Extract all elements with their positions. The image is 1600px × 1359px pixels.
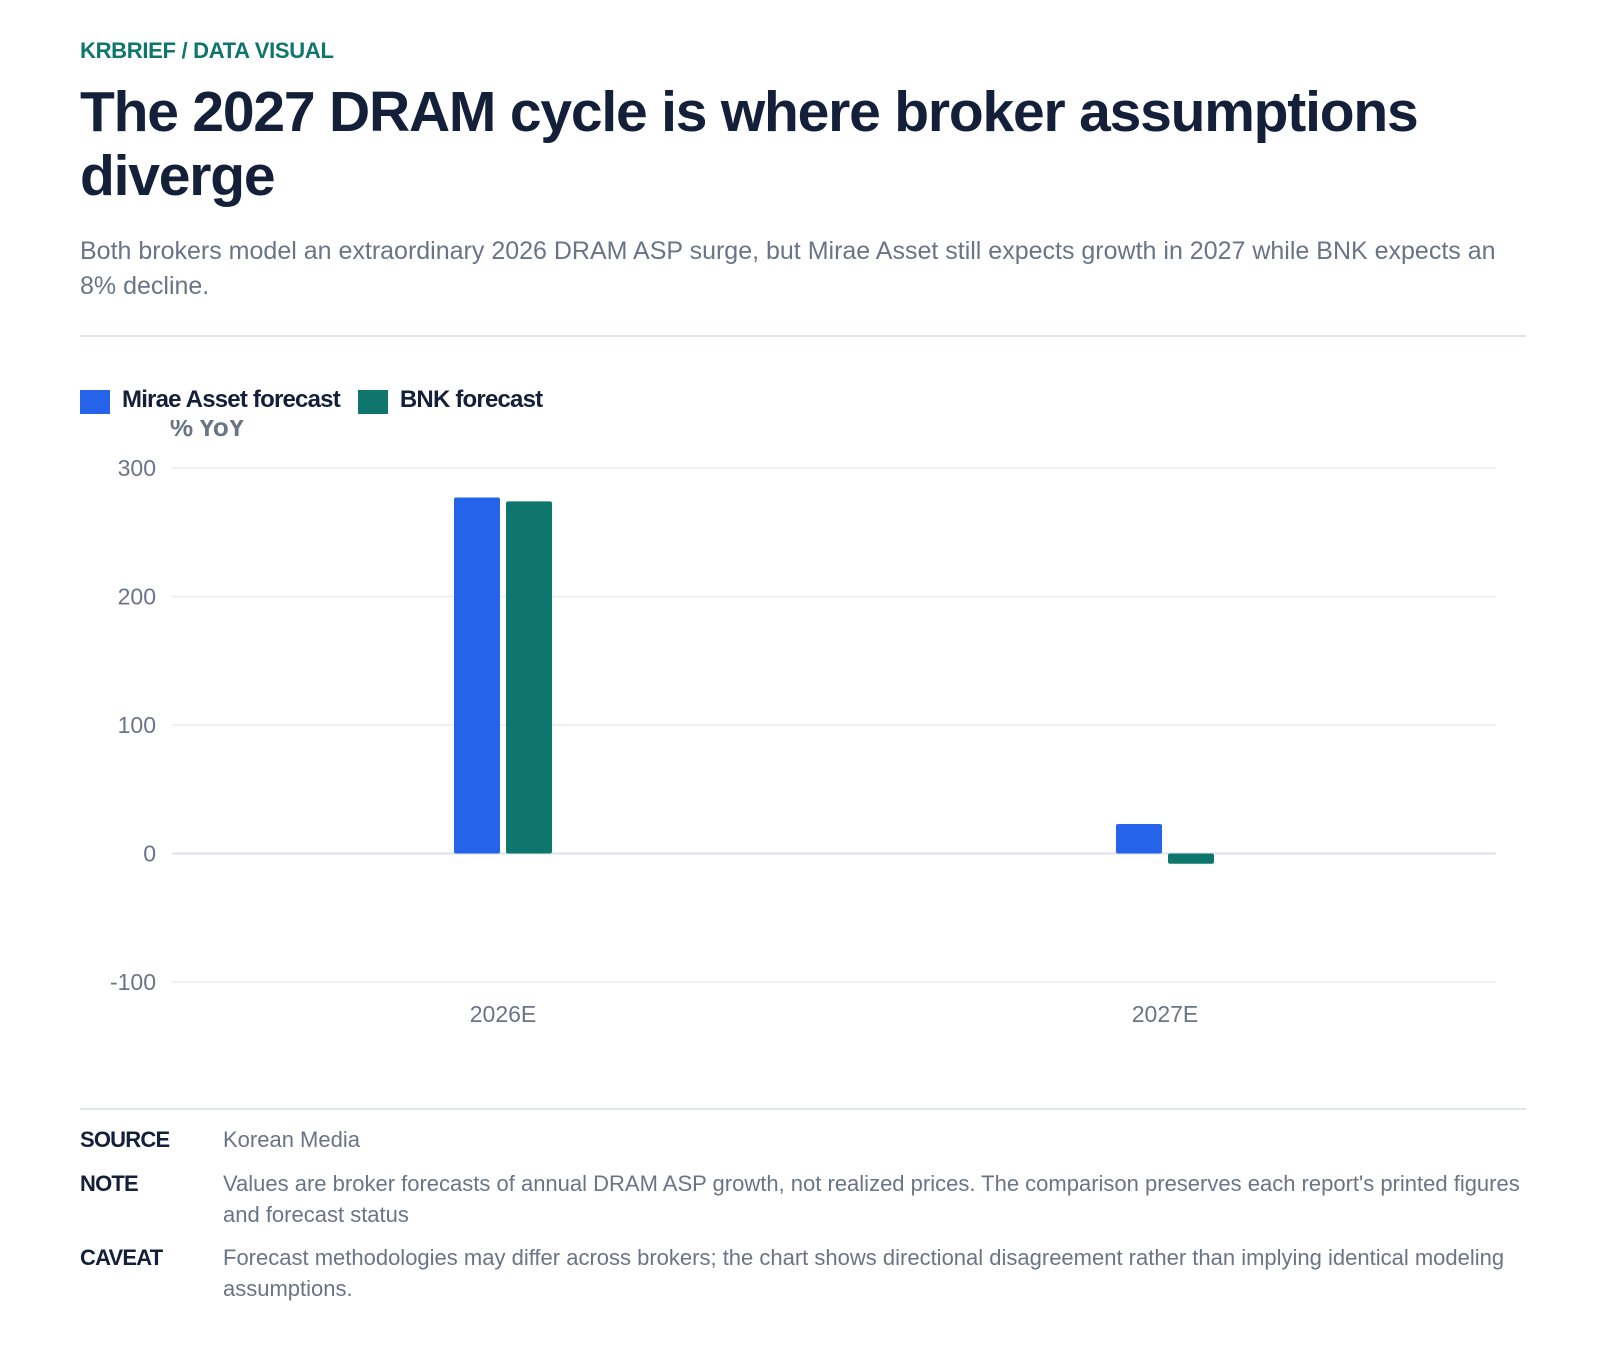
source-value: Korean Media	[223, 1127, 360, 1152]
bar-bnk-2027e	[1168, 853, 1214, 864]
legend-item-mirae[interactable]: Mirae Asset forecast	[80, 386, 341, 414]
y-tick-label: 100	[118, 712, 156, 738]
note-row: NOTE Values are broker forecasts of annu…	[80, 1168, 1526, 1230]
note-key: NOTE	[80, 1171, 139, 1196]
x-tick-label: 2027E	[1132, 1001, 1199, 1027]
caveat-value: Forecast methodologies may differ across…	[223, 1245, 1505, 1301]
caveat-row: CAVEAT Forecast methodologies may differ…	[80, 1242, 1526, 1304]
y-tick-label: 0	[143, 841, 156, 867]
kicker: KRBRIEF / DATA VISUAL	[80, 38, 334, 63]
bar-bnk-2026e	[506, 501, 552, 854]
source-key: SOURCE	[80, 1127, 170, 1152]
legend-item-bnk[interactable]: BNK forecast	[357, 386, 543, 414]
bottom-divider	[80, 1108, 1526, 1110]
note-value: Values are broker forecasts of annual DR…	[223, 1171, 1520, 1227]
legend-label-mirae: Mirae Asset forecast	[122, 386, 341, 413]
y-tick-label: 200	[118, 584, 156, 610]
y-tick-label: -100	[110, 969, 156, 995]
bar-mirae-2027e	[1116, 823, 1162, 854]
bar-chart-svg: % YoY 300 200 100 0 -100 2026E 2027E	[110, 412, 1496, 1027]
source-row: SOURCE Korean Media	[80, 1124, 1526, 1156]
legend-swatch-mirae	[80, 390, 110, 414]
subtitle: Both brokers model an extraordinary 2026…	[80, 237, 1496, 300]
bar-chart: % YoY 300 200 100 0 -100 2026E 2027E	[80, 412, 1526, 1045]
bar-mirae-2026e	[454, 497, 500, 854]
legend: Mirae Asset forecast BNK forecast	[80, 386, 560, 414]
legend-label-bnk: BNK forecast	[399, 386, 543, 413]
footnotes: SOURCE Korean Media NOTE Values are brok…	[80, 1124, 1526, 1316]
caveat-key: CAVEAT	[80, 1245, 163, 1270]
y-tick-label: 300	[118, 455, 156, 481]
top-divider	[80, 335, 1526, 337]
y-axis-title: % YoY	[170, 420, 245, 442]
x-tick-label: 2026E	[470, 1001, 537, 1027]
legend-swatch-bnk	[357, 390, 388, 414]
page-title: The 2027 DRAM cycle is where broker assu…	[80, 80, 1419, 208]
